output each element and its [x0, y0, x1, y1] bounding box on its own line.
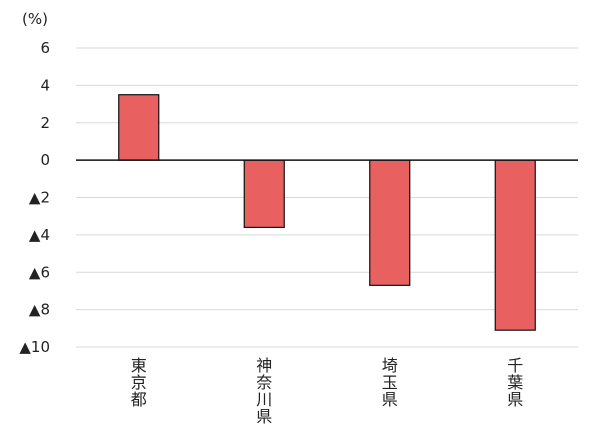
bar: [494, 159, 536, 331]
y-tick-label: ▲8: [29, 301, 50, 319]
y-tick-label: 4: [40, 76, 50, 94]
bar: [118, 94, 160, 161]
y-tick-label: ▲4: [29, 226, 50, 244]
category-labels: 東京都 神奈川県 埼玉県 千葉県: [131, 356, 524, 426]
category-label: 埼玉県: [382, 356, 398, 409]
y-tick-label: 0: [40, 151, 50, 169]
bar: [243, 159, 285, 229]
bars: [118, 94, 536, 331]
gridlines: [76, 47, 578, 348]
y-tick-label: 6: [40, 39, 50, 57]
y-tick-label: ▲6: [29, 263, 50, 281]
category-label: 神奈川県: [256, 356, 272, 426]
category-label: 東京都: [131, 356, 147, 409]
y-tick-label: 2: [40, 114, 50, 132]
y-tick-labels: 6 4 2 0 ▲2 ▲4 ▲6 ▲8 ▲10: [19, 39, 50, 356]
y-tick-label: ▲10: [19, 338, 50, 356]
y-tick-label: ▲2: [29, 189, 50, 207]
category-label: 千葉県: [507, 356, 523, 409]
y-unit-label: (%): [22, 10, 48, 28]
bar: [369, 159, 411, 286]
